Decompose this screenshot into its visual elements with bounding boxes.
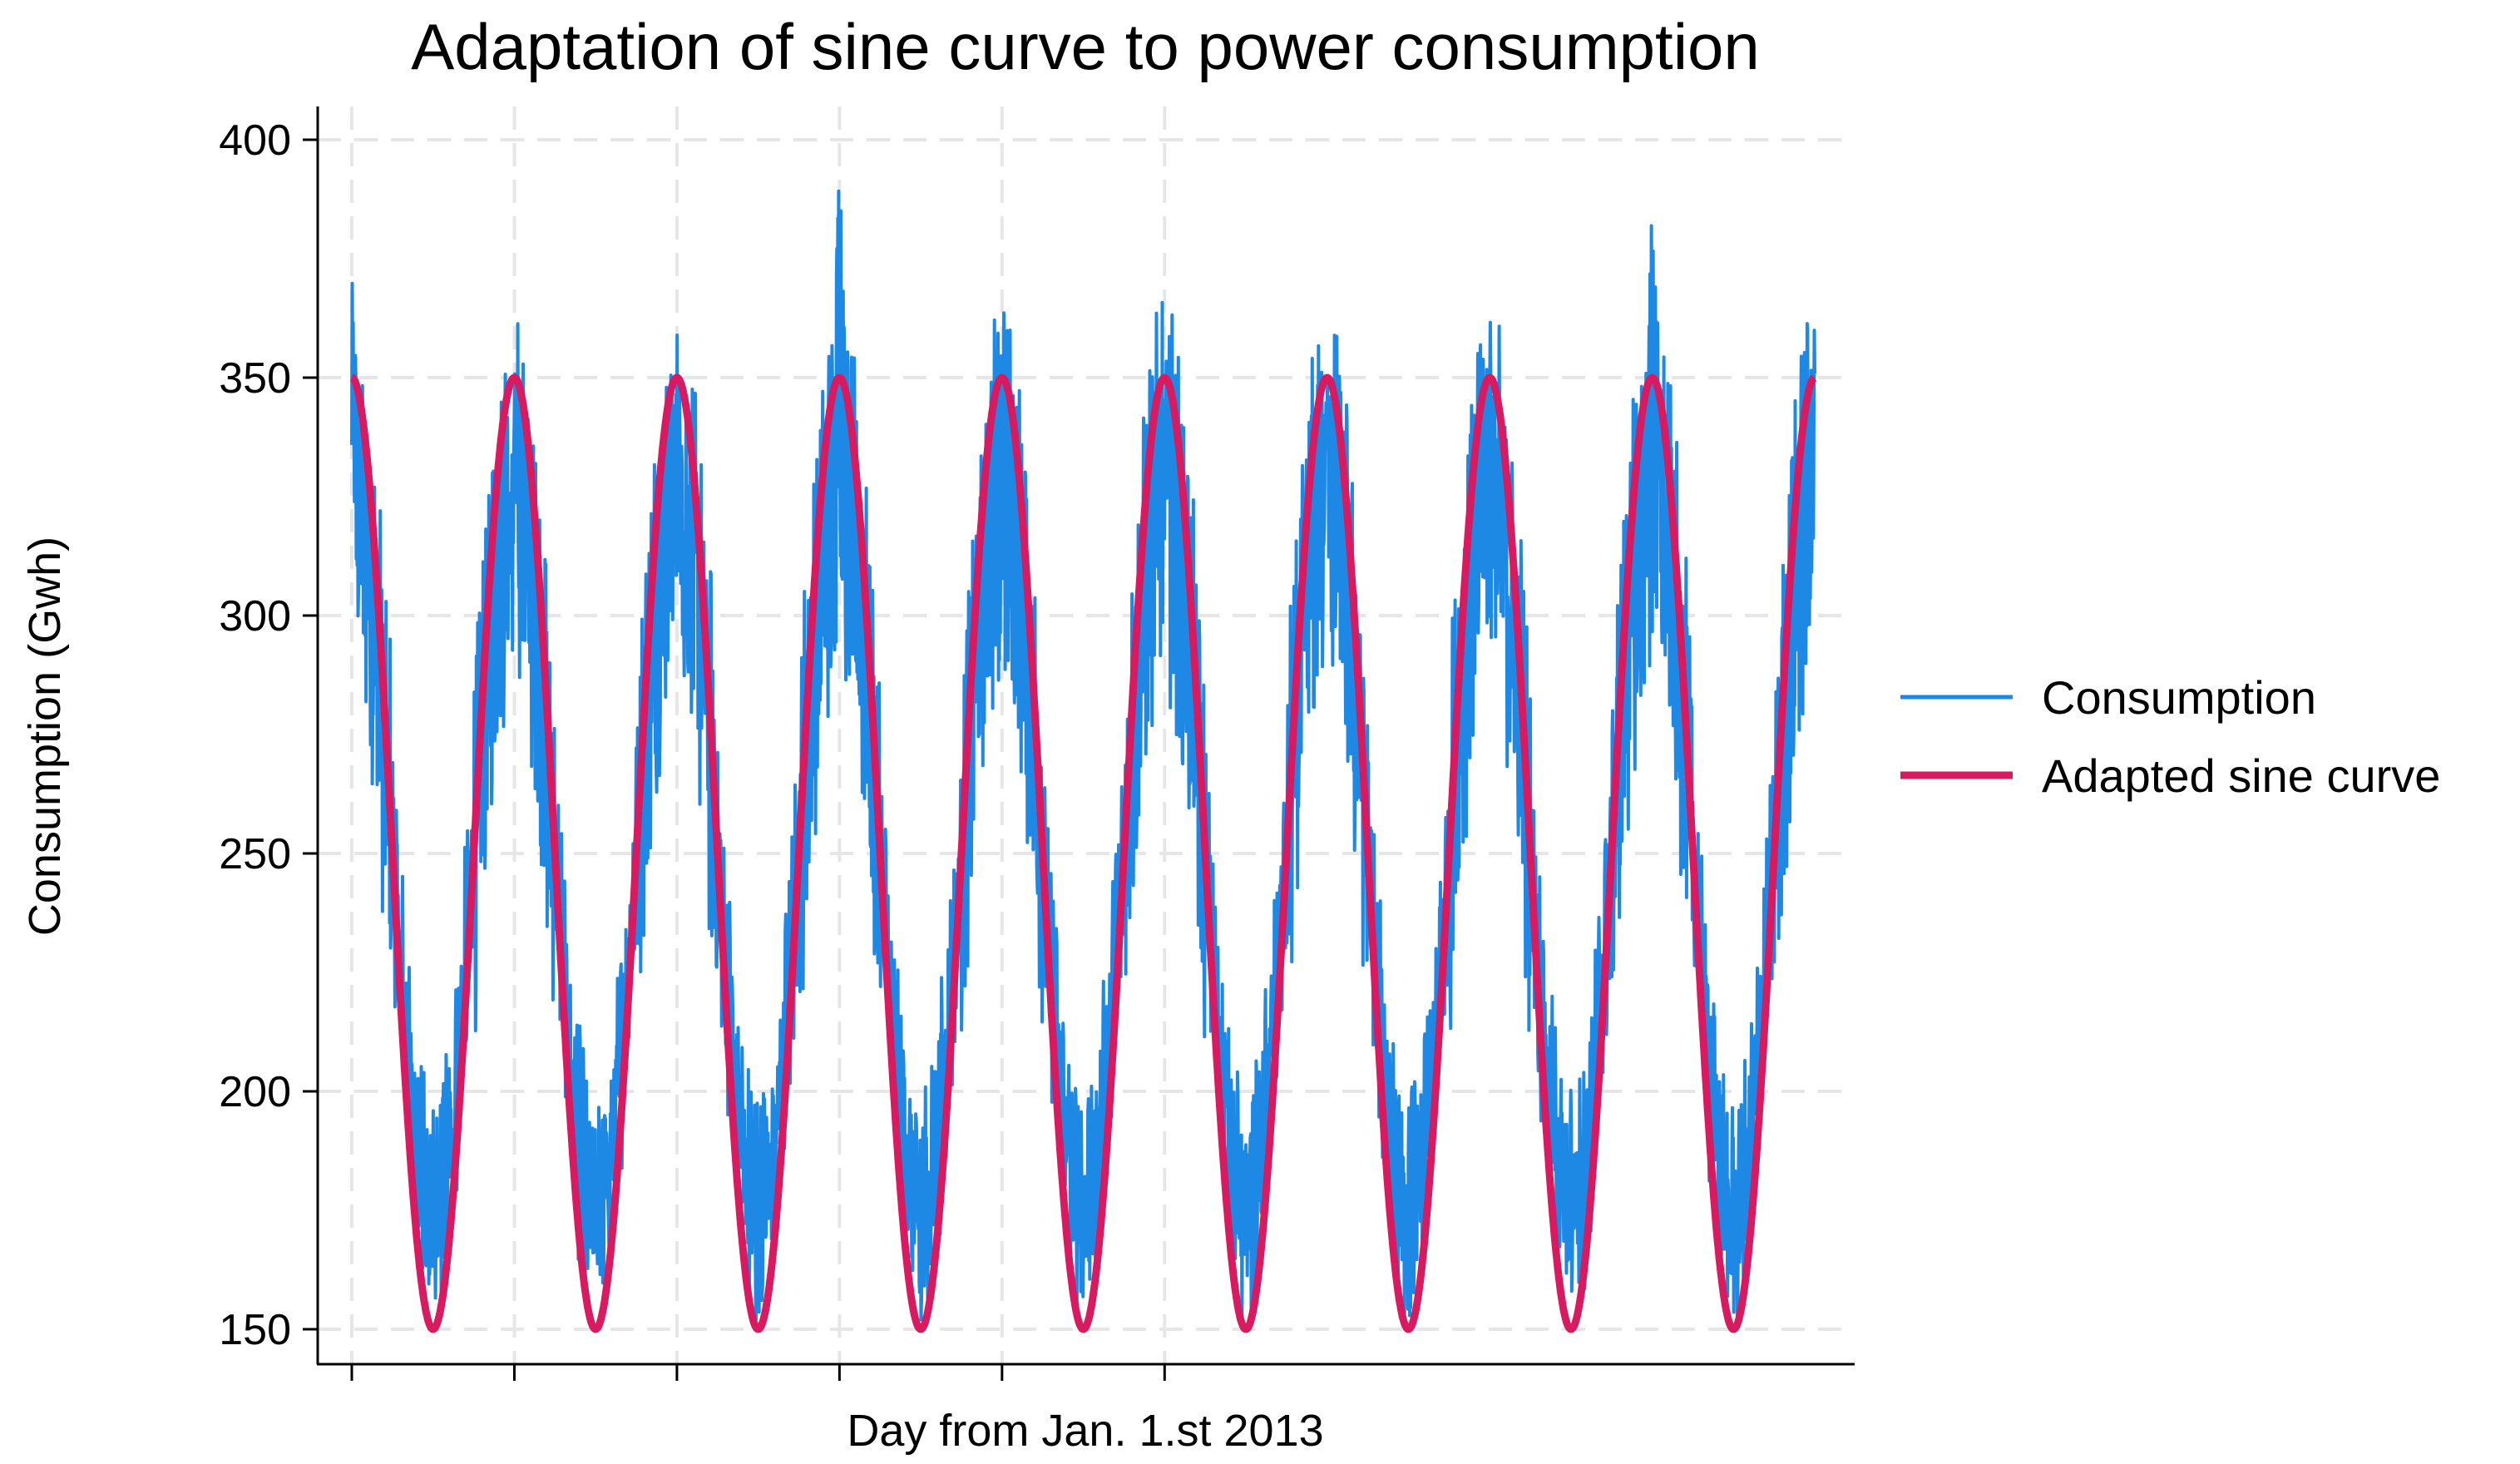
x-axis-label: Day from Jan. 1.st 2013 bbox=[847, 1406, 1323, 1456]
legend-label-consumption: Consumption bbox=[2042, 671, 2316, 724]
chart-title: Adaptation of sine curve to power consum… bbox=[411, 10, 1760, 83]
y-axis-label: Consumption (Gwh) bbox=[20, 537, 70, 936]
consumption-series-line bbox=[350, 189, 1816, 1322]
y-tick-label: 350 bbox=[219, 354, 291, 403]
y-tick-label: 150 bbox=[219, 1306, 291, 1354]
y-axis-ticks: 150 200 250 300 350 400 bbox=[219, 116, 318, 1354]
y-tick-label: 250 bbox=[219, 830, 291, 878]
x-axis-ticks bbox=[350, 1364, 1166, 1381]
legend-label-adapted-sine: Adapted sine curve bbox=[2042, 749, 2440, 802]
plot-area bbox=[348, 189, 1817, 1333]
y-tick-label: 200 bbox=[219, 1068, 291, 1116]
y-tick-label: 400 bbox=[219, 116, 291, 165]
y-tick-label: 300 bbox=[219, 592, 291, 640]
adapted-sine-series-line bbox=[348, 373, 1817, 1333]
legend: Consumption Adapted sine curve bbox=[1900, 671, 2440, 802]
